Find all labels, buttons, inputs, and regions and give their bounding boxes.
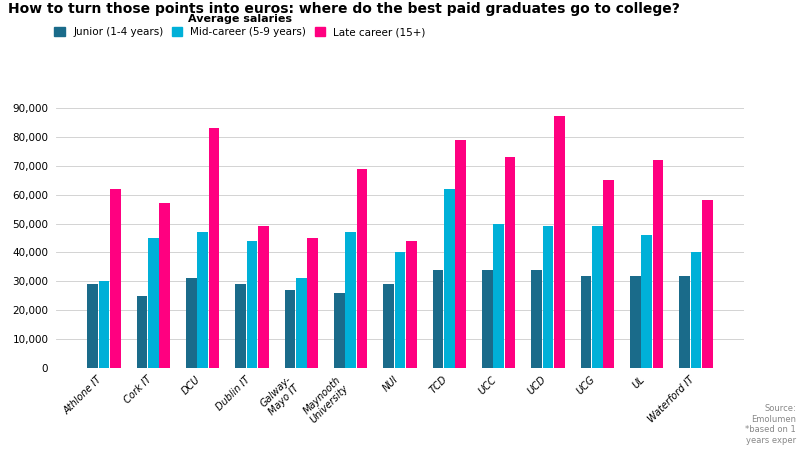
Bar — [296, 278, 306, 368]
Bar — [159, 203, 170, 368]
Bar — [87, 284, 98, 368]
Bar — [334, 293, 345, 368]
Bar — [433, 270, 443, 368]
Bar — [554, 116, 565, 368]
Bar — [690, 252, 702, 368]
Bar — [653, 160, 663, 368]
Bar — [603, 180, 614, 368]
Bar — [679, 276, 690, 368]
Bar — [630, 276, 641, 368]
Bar — [285, 290, 295, 368]
Bar — [592, 226, 602, 368]
Bar — [346, 232, 356, 368]
Bar — [505, 157, 515, 368]
Bar — [235, 284, 246, 368]
Bar — [209, 128, 219, 368]
Bar — [482, 270, 493, 368]
Bar — [494, 224, 504, 368]
Bar — [246, 241, 258, 368]
Bar — [455, 140, 466, 368]
Bar — [702, 200, 713, 368]
Bar — [357, 168, 367, 368]
Bar — [98, 282, 110, 368]
Bar — [581, 276, 591, 368]
Legend: Junior (1-4 years), Mid-career (5-9 years), Late career (15+): Junior (1-4 years), Mid-career (5-9 year… — [54, 14, 426, 37]
Bar — [148, 238, 158, 368]
Bar — [531, 270, 542, 368]
Text: How to turn those points into euros: where do the best paid graduates go to coll: How to turn those points into euros: whe… — [8, 2, 680, 16]
Bar — [307, 238, 318, 368]
Bar — [542, 226, 554, 368]
Bar — [394, 252, 406, 368]
Bar — [406, 241, 417, 368]
Bar — [258, 226, 269, 368]
Text: Source:
Emolumen
*based on 1
years exper: Source: Emolumen *based on 1 years exper — [746, 404, 796, 445]
Bar — [383, 284, 394, 368]
Bar — [198, 232, 208, 368]
Bar — [444, 189, 454, 368]
Bar — [110, 189, 121, 368]
Bar — [642, 235, 652, 368]
Bar — [137, 296, 147, 368]
Bar — [186, 278, 197, 368]
